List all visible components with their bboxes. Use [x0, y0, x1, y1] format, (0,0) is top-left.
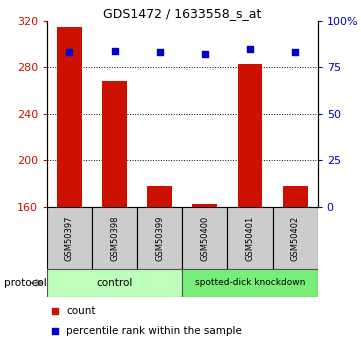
Point	[292, 50, 298, 55]
Point	[247, 46, 253, 51]
Bar	[182, 207, 227, 269]
Point	[157, 50, 162, 55]
Text: GSM50400: GSM50400	[200, 215, 209, 261]
Point	[112, 48, 118, 53]
Bar	[47, 269, 182, 297]
Text: count: count	[66, 306, 95, 315]
Text: GSM50398: GSM50398	[110, 215, 119, 261]
Text: GSM50397: GSM50397	[65, 215, 74, 261]
Text: protocol: protocol	[4, 278, 46, 288]
Bar	[283, 186, 308, 207]
Text: GSM50399: GSM50399	[155, 215, 164, 261]
Bar	[147, 186, 172, 207]
Bar	[273, 207, 318, 269]
Bar	[182, 269, 318, 297]
Text: GSM50401: GSM50401	[245, 215, 255, 261]
Point	[67, 50, 73, 55]
Bar	[227, 207, 273, 269]
Point	[52, 308, 58, 313]
Bar	[238, 64, 262, 207]
Point	[202, 51, 208, 57]
Bar	[47, 207, 92, 269]
Bar	[137, 207, 182, 269]
Bar	[192, 204, 217, 207]
Point	[52, 328, 58, 334]
Text: GSM50402: GSM50402	[291, 215, 300, 261]
Text: percentile rank within the sample: percentile rank within the sample	[66, 326, 242, 336]
Bar	[57, 27, 82, 207]
Text: control: control	[96, 278, 133, 288]
Bar	[92, 207, 137, 269]
Title: GDS1472 / 1633558_s_at: GDS1472 / 1633558_s_at	[103, 7, 261, 20]
Text: spotted-dick knockdown: spotted-dick knockdown	[195, 278, 305, 287]
Bar	[102, 81, 127, 207]
